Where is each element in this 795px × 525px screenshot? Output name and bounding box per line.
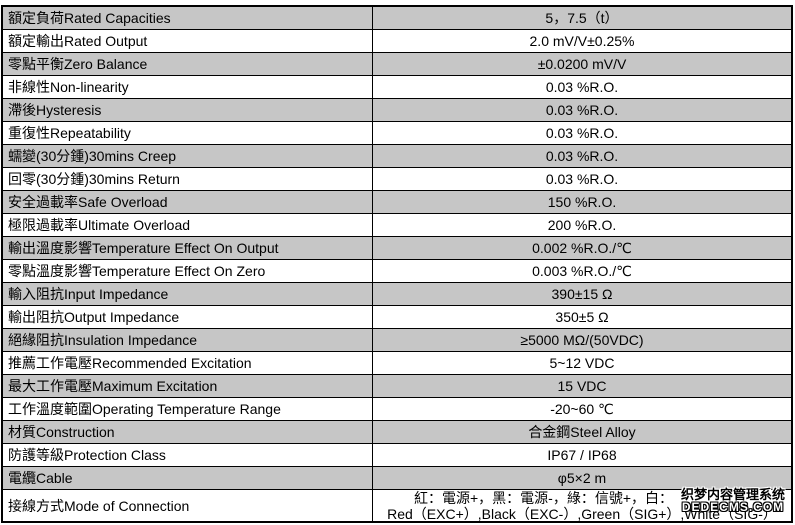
spec-label: 輸出溫度影響Temperature Effect On Output: [3, 237, 373, 259]
table-row: 防護等級Protection Class IP67 / IP68: [3, 444, 791, 467]
spec-value: ≥5000 MΩ/(50VDC): [520, 332, 644, 348]
spec-label: 接線方式Mode of Connection: [3, 490, 373, 521]
table-row: 極限過載率Ultimate Overload 200 %R.O.: [3, 214, 791, 237]
table-row: 安全過載率Safe Overload 150 %R.O.: [3, 191, 791, 214]
spec-value: 0.03 %R.O.: [545, 171, 619, 187]
table-row: 回零(30分鍾)30mins Return 0.03 %R.O.: [3, 168, 791, 191]
spec-label: 蠕變(30分鍾)30mins Creep: [3, 145, 373, 167]
spec-label: 最大工作電壓Maximum Excitation: [3, 375, 373, 397]
spec-label: 輸出阻抗Output Impedance: [3, 306, 373, 328]
spec-value: ±0.0200 mV/V: [537, 56, 627, 72]
table-row: 零點溫度影響Temperature Effect On Zero 0.003 %R…: [3, 260, 791, 283]
spec-label: 工作溫度範圍Operating Temperature Range: [3, 398, 373, 420]
spec-value: 0.03 %R.O.: [545, 148, 619, 164]
table-row: 滯後Hysteresis 0.03 %R.O.: [3, 99, 791, 122]
table-row: 零點平衡Zero Balance ±0.0200 mV/V: [3, 53, 791, 76]
table-row: 絕緣阻抗Insulation Impedance ≥5000 MΩ/(50VDC): [3, 329, 791, 352]
spec-label: 電纜Cable: [3, 467, 373, 489]
table-row: 接線方式Mode of Connection 紅：電源+，黑：電源-，綠：信號+，…: [3, 490, 791, 521]
table-row: 推薦工作電壓Recommended Excitation 5~12 VDC: [3, 352, 791, 375]
spec-value: 15 VDC: [557, 378, 607, 394]
spec-value: 0.002 %R.O./℃: [532, 239, 632, 256]
spec-label: 推薦工作電壓Recommended Excitation: [3, 352, 373, 374]
table-row: 最大工作電壓Maximum Excitation 15 VDC: [3, 375, 791, 398]
spec-label: 材質Construction: [3, 421, 373, 443]
spec-value: -20~60 ℃: [550, 400, 614, 417]
table-row: 輸出阻抗Output Impedance 350±5 Ω: [3, 306, 791, 329]
spec-value: φ5×2 m: [557, 470, 607, 486]
spec-label: 輸入阻抗Input Impedance: [3, 283, 373, 305]
spec-label: 重復性Repeatability: [3, 122, 373, 144]
spec-label: 回零(30分鍾)30mins Return: [3, 168, 373, 190]
spec-value: 0.03 %R.O.: [545, 102, 619, 118]
spec-value: 390±15 Ω: [551, 286, 613, 302]
spec-label: 非線性Non-linearity: [3, 76, 373, 98]
table-row: 非線性Non-linearity 0.03 %R.O.: [3, 76, 791, 99]
spec-label: 極限過載率Ultimate Overload: [3, 214, 373, 236]
table-row: 材質Construction 合金鋼Steel Alloy: [3, 421, 791, 444]
spec-value-line2: Red（EXC+）,Black（EXC-）,Green（SIG+）,White（…: [387, 505, 777, 522]
spec-value: 0.03 %R.O.: [545, 125, 619, 141]
table-row: 蠕變(30分鍾)30mins Creep 0.03 %R.O.: [3, 145, 791, 168]
spec-value: 0.03 %R.O.: [545, 79, 619, 95]
spec-value: 0.003 %R.O./℃: [532, 262, 632, 279]
table-row: 額定負荷Rated Capacities 5，7.5（t）: [3, 7, 791, 30]
table-row: 電纜Cable φ5×2 m: [3, 467, 791, 490]
spec-label: 防護等級Protection Class: [3, 444, 373, 466]
spec-label: 額定輸出Rated Output: [3, 30, 373, 52]
spec-label: 零點溫度影響Temperature Effect On Zero: [3, 260, 373, 282]
spec-label: 零點平衡Zero Balance: [3, 53, 373, 75]
spec-value: 5，7.5（t）: [545, 10, 619, 26]
table-row: 輸入阻抗Input Impedance 390±15 Ω: [3, 283, 791, 306]
spec-value: 5~12 VDC: [549, 355, 615, 371]
spec-value: 150 %R.O.: [547, 194, 617, 210]
table-row: 輸出溫度影響Temperature Effect On Output 0.002 …: [3, 237, 791, 260]
spec-value-line1: 紅：電源+，黑：電源-，綠：信號+，白：: [413, 490, 673, 506]
spec-label: 安全過載率Safe Overload: [3, 191, 373, 213]
spec-value: 350±5 Ω: [555, 309, 609, 325]
spec-value: 2.0 mV/V±0.25%: [529, 33, 635, 49]
spec-label: 絕緣阻抗Insulation Impedance: [3, 329, 373, 351]
table-row: 額定輸出Rated Output 2.0 mV/V±0.25%: [3, 30, 791, 53]
spec-value: IP67 / IP68: [547, 447, 617, 463]
spec-value: 紅：電源+，黑：電源-，綠：信號+，白： Red（EXC+）,Black（EXC-…: [373, 490, 791, 521]
spec-value: 200 %R.O.: [547, 217, 617, 233]
table-row: 重復性Repeatability 0.03 %R.O.: [3, 122, 791, 145]
spec-value: 合金鋼Steel Alloy: [528, 424, 636, 440]
table-row: 工作溫度範圍Operating Temperature Range -20~60 …: [3, 398, 791, 421]
spec-label: 額定負荷Rated Capacities: [3, 7, 373, 29]
specifications-table: 額定負荷Rated Capacities 5，7.5（t） 額定輸出Rated Ou…: [1, 5, 793, 523]
spec-label: 滯後Hysteresis: [3, 99, 373, 121]
